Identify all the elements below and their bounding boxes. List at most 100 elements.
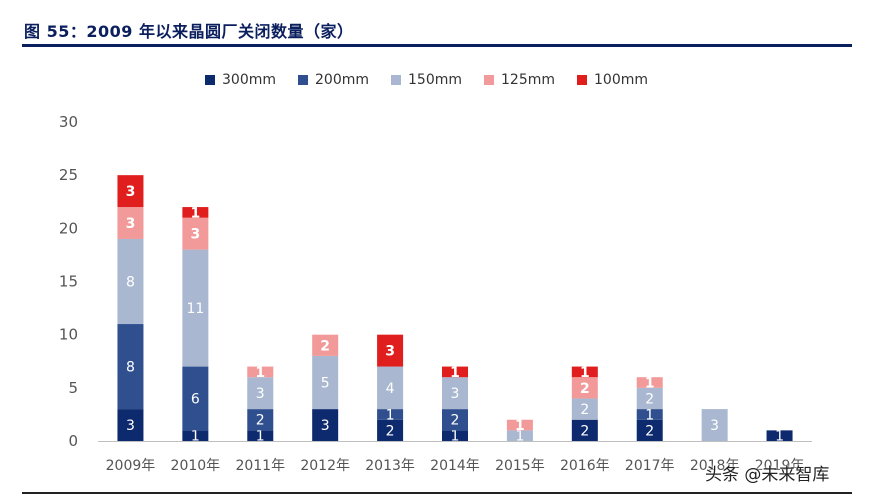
bar-segment: [571, 419, 598, 441]
legend-swatch: [484, 75, 494, 85]
data-label: 1: [645, 376, 655, 392]
bar-segment: [312, 355, 339, 410]
legend-label: 150mm: [408, 72, 462, 88]
data-label: 3: [190, 227, 200, 243]
data-label: 3: [126, 184, 136, 200]
legend-swatch: [391, 75, 401, 85]
bar-segment: [701, 409, 728, 441]
y-tick-label: 25: [59, 166, 78, 184]
data-label: 2: [580, 381, 590, 397]
legend-item: 200mm: [298, 72, 369, 88]
data-label: 1: [775, 429, 784, 445]
bottom-rule: [22, 492, 852, 494]
legend-item: 300mm: [205, 72, 276, 88]
data-label: 1: [191, 429, 200, 445]
y-tick-label: 10: [59, 326, 78, 344]
data-label: 2: [320, 338, 330, 354]
data-label: 2: [451, 413, 460, 429]
y-axis: 0 5 10 15 20 25 30: [59, 113, 78, 450]
figure-title-bar: 图 55：2009 年以来晶圆厂关闭数量（家）: [22, 18, 852, 47]
x-tick-label: 2009年: [106, 458, 156, 474]
bar-segment: [571, 366, 598, 378]
data-label: 3: [126, 418, 135, 434]
bar-segment: [377, 419, 404, 441]
bar-segment: [442, 377, 468, 410]
data-label: 1: [515, 429, 524, 445]
bar-segment: [247, 430, 274, 441]
chart-legend: 300mm 200mm 150mm 125mm 100mm: [205, 70, 670, 90]
legend-label: 125mm: [501, 72, 555, 88]
data-label: 2: [645, 423, 654, 439]
x-tick-label: 2011年: [235, 458, 285, 474]
bar-segment: [442, 409, 468, 431]
bar-segment: [636, 377, 663, 388]
data-label: 2: [645, 391, 654, 407]
bar-segment: [442, 366, 468, 378]
x-tick-label: 2013年: [365, 458, 415, 474]
x-axis: 2009年 2010年 2011年 2012年 2013年 2014年 2015年 2016年…: [98, 441, 812, 474]
legend-item: 150mm: [391, 72, 462, 88]
bar-segment: [377, 409, 404, 420]
data-label: 2: [386, 423, 395, 439]
bar-segment: [571, 398, 598, 420]
bar-segment: [247, 366, 274, 378]
data-label: 1: [580, 365, 590, 381]
bar-segment: [571, 377, 598, 399]
bar-segment: [636, 387, 663, 410]
x-tick-label: 2010年: [171, 458, 221, 474]
bar-segment: [182, 217, 209, 250]
x-tick-label: 2012年: [300, 458, 350, 474]
y-tick-label: 30: [59, 113, 78, 131]
data-label: 1: [190, 205, 200, 221]
watermark-text: 头条 @未来智库: [705, 465, 830, 485]
bar-segment: [117, 238, 144, 325]
data-label: 8: [126, 275, 135, 291]
bar-segment: [182, 249, 209, 367]
legend-swatch: [577, 75, 587, 85]
data-label: 4: [386, 381, 395, 397]
legend-item: 125mm: [484, 72, 555, 88]
data-label: 2: [580, 423, 589, 439]
data-label: 6: [191, 391, 200, 407]
y-tick-label: 20: [59, 219, 78, 237]
bar-segment: [377, 366, 404, 410]
data-label: 3: [451, 386, 460, 402]
bar-segment: [117, 175, 144, 208]
bar-segment: [182, 366, 209, 431]
data-label: 1: [255, 365, 265, 381]
x-tick-label: 2015年: [495, 458, 545, 474]
bar-segment: [247, 377, 274, 410]
bar-segment: [506, 430, 533, 441]
bar-segment: [766, 430, 793, 441]
x-tick-label: 2018年: [690, 458, 740, 474]
data-label: 1: [645, 407, 654, 423]
data-label: 3: [256, 386, 265, 402]
data-label: 2: [256, 413, 265, 429]
y-tick-label: 15: [59, 273, 78, 291]
bar-segment: [117, 207, 144, 239]
legend-item: 100mm: [577, 72, 648, 88]
legend-swatch: [298, 75, 308, 85]
x-tick-label: 2019年: [755, 458, 805, 474]
data-label: 1: [386, 407, 395, 423]
data-label: 3: [321, 418, 330, 434]
legend-label: 200mm: [315, 72, 369, 88]
data-label: 8: [126, 360, 135, 376]
bar-segment: [312, 334, 339, 356]
data-label: 3: [126, 216, 136, 232]
data-label: 1: [515, 418, 525, 434]
data-label: 1: [256, 429, 265, 445]
legend-label: 300mm: [222, 72, 276, 88]
bar-segment: [636, 409, 663, 420]
bar-segment: [117, 324, 144, 410]
bar-segment: [377, 334, 404, 367]
data-label: 1: [451, 429, 460, 445]
x-tick-label: 2014年: [430, 458, 480, 474]
legend-label: 100mm: [594, 72, 648, 88]
data-label: 3: [710, 418, 719, 434]
bar-segment: [182, 207, 209, 218]
bar-segment: [182, 430, 209, 441]
bar-segment: [442, 430, 468, 441]
